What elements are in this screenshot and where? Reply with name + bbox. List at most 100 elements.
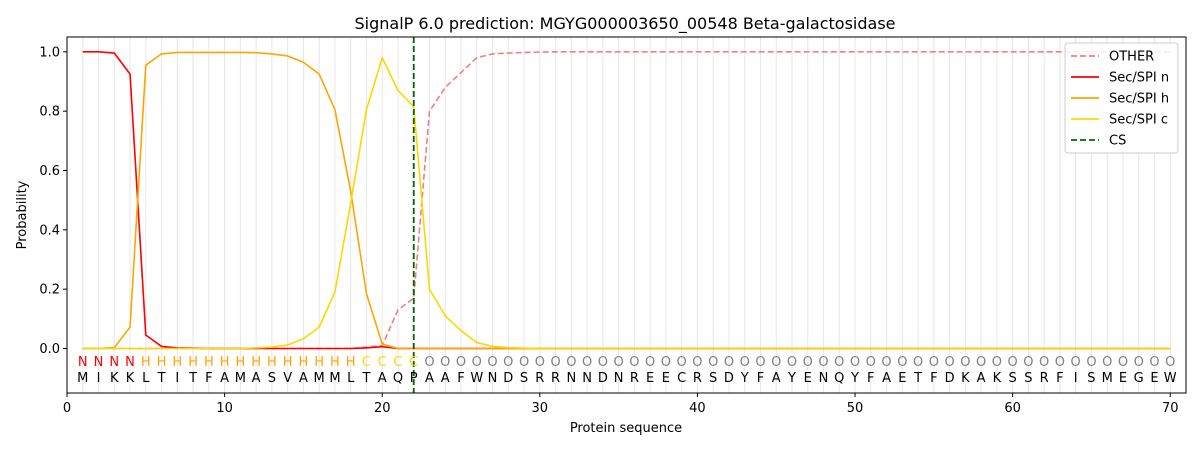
- region-label: O: [913, 355, 923, 370]
- x-tick-label: 20: [374, 401, 391, 416]
- residue-letter: T: [157, 371, 166, 386]
- region-label: H: [330, 355, 340, 370]
- residue-letter: V: [283, 371, 292, 386]
- residue-letter: S: [268, 371, 276, 386]
- region-label: O: [1039, 355, 1049, 370]
- residue-letter: N: [488, 371, 498, 386]
- residue-letter: Y: [787, 371, 796, 386]
- residue-letter: R: [551, 371, 560, 386]
- residue-letter: E: [804, 371, 812, 386]
- residue-letter: A: [252, 371, 261, 386]
- legend-label: Sec/SPI h: [1109, 92, 1169, 107]
- region-label: O: [740, 355, 750, 370]
- region-label: H: [220, 355, 230, 370]
- vertical-gridlines: [82, 37, 1171, 393]
- legend-label: Sec/SPI n: [1109, 71, 1169, 86]
- region-label: O: [535, 355, 545, 370]
- residue-letter: D: [724, 371, 734, 386]
- residue-letter: D: [598, 371, 608, 386]
- y-axis-label: Probability: [15, 180, 30, 249]
- region-label: O: [614, 355, 624, 370]
- legend-label: CS: [1109, 134, 1126, 149]
- region-label: O: [771, 355, 781, 370]
- x-tick-label: 30: [532, 401, 549, 416]
- region-label: O: [566, 355, 576, 370]
- y-axis-ticks: 0.0 0.2 0.4 0.6 0.8 1.0: [39, 45, 67, 357]
- plot-frame: [66, 36, 1187, 394]
- region-label: O: [472, 355, 482, 370]
- region-label: O: [992, 355, 1002, 370]
- residue-letter: I: [97, 371, 101, 386]
- chart-title: SignalP 6.0 prediction: MGYG000003650_00…: [354, 14, 895, 34]
- residue-letter: F: [205, 371, 212, 386]
- series-line-sec-spi-h: [82, 51, 1171, 350]
- x-tick-label: 50: [847, 401, 864, 416]
- region-label: H: [299, 355, 309, 370]
- residue-letter: E: [646, 371, 654, 386]
- region-label: O: [929, 355, 939, 370]
- legend-label: OTHER: [1109, 50, 1154, 65]
- y-tick-label: 0.4: [39, 223, 60, 238]
- region-label: N: [109, 355, 119, 370]
- residue-letter: D: [503, 371, 513, 386]
- region-label: O: [550, 355, 560, 370]
- residue-letter: R: [535, 371, 544, 386]
- region-label: C: [393, 355, 402, 370]
- residue-letter: R: [693, 371, 702, 386]
- residue-letter: Y: [740, 371, 749, 386]
- residue-letter: F: [757, 371, 764, 386]
- region-label: O: [487, 355, 497, 370]
- series-line-sec-spi-n: [82, 51, 1171, 350]
- residue-letter: M: [77, 371, 88, 386]
- y-tick-label: 0.2: [39, 283, 60, 298]
- residue-letter: S: [1024, 371, 1032, 386]
- region-label: O: [960, 355, 970, 370]
- legend-label: Sec/SPI c: [1109, 113, 1168, 128]
- residue-letter: W: [1164, 371, 1177, 386]
- residue-letter: Q: [393, 371, 403, 386]
- residue-letter: F: [1056, 371, 1063, 386]
- residue-letter: M: [235, 371, 246, 386]
- region-label: O: [440, 355, 450, 370]
- region-label: N: [125, 355, 135, 370]
- residue-letter: A: [299, 371, 308, 386]
- region-label: H: [204, 355, 214, 370]
- residue-letter: A: [772, 371, 781, 386]
- residue-letter: C: [677, 371, 686, 386]
- region-label: O: [503, 355, 513, 370]
- residue-letter: W: [470, 371, 483, 386]
- region-label: O: [818, 355, 828, 370]
- y-tick-label: 0.0: [39, 342, 60, 357]
- region-label: O: [519, 355, 529, 370]
- region-label: H: [235, 355, 245, 370]
- region-label: H: [283, 355, 293, 370]
- region-label: H: [314, 355, 324, 370]
- residue-letter: N: [614, 371, 624, 386]
- residue-letter: E: [1119, 371, 1127, 386]
- region-label: N: [94, 355, 104, 370]
- x-axis-label: Protein sequence: [570, 421, 682, 436]
- region-label: O: [677, 355, 687, 370]
- residue-letter: M: [1102, 371, 1113, 386]
- residue-letter: F: [930, 371, 937, 386]
- region-label: O: [1086, 355, 1096, 370]
- region-label: O: [834, 355, 844, 370]
- residue-letter: I: [1074, 371, 1078, 386]
- region-label: O: [1102, 355, 1112, 370]
- residue-letter: E: [662, 371, 670, 386]
- region-label: O: [1023, 355, 1033, 370]
- residue-letter: A: [977, 371, 986, 386]
- region-label: O: [724, 355, 734, 370]
- region-label: O: [1165, 355, 1175, 370]
- series-line-other: [82, 51, 1171, 350]
- residue-letter: K: [961, 371, 970, 386]
- residue-letter: T: [188, 371, 197, 386]
- residue-letter: F: [457, 371, 464, 386]
- series-line-sec-spi-c: [82, 56, 1171, 350]
- residue-letter: S: [1009, 371, 1017, 386]
- residue-letter: K: [110, 371, 119, 386]
- region-label: C: [378, 355, 387, 370]
- x-axis-ticks: 0 10 20 30 40 50 60 70: [63, 393, 1179, 416]
- region-label: O: [708, 355, 718, 370]
